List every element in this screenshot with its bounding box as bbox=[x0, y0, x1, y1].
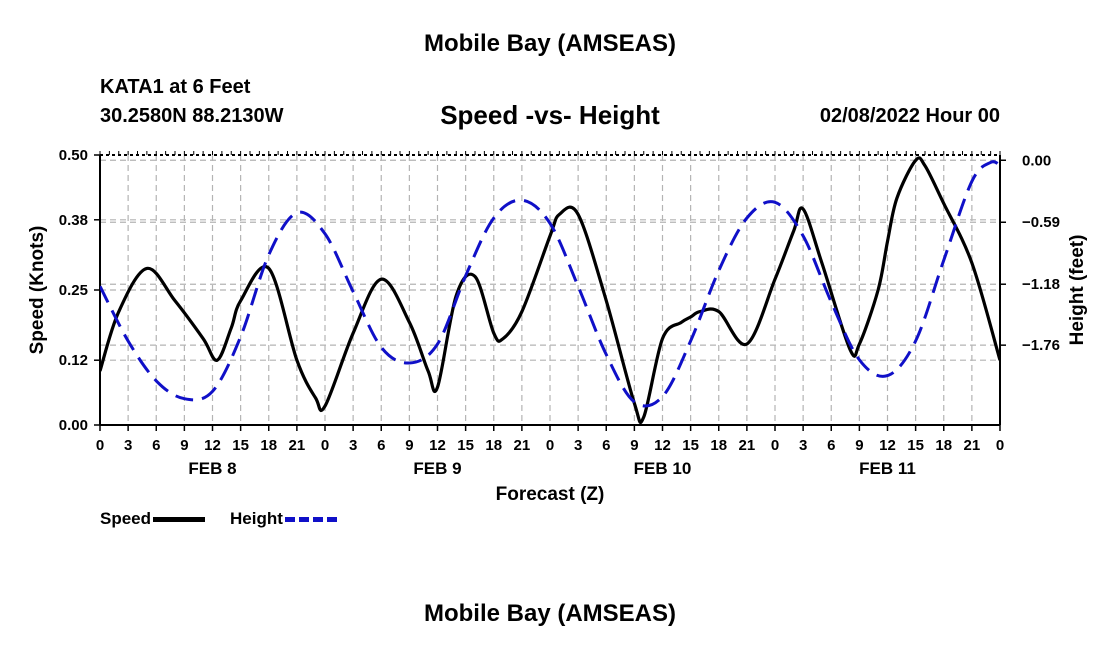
x-tick-label: 6 bbox=[377, 437, 385, 454]
x-tick-label: 3 bbox=[574, 437, 582, 454]
legend-speed: Speed bbox=[100, 509, 206, 529]
y-tick-label: 0.00 bbox=[59, 417, 88, 434]
y2-tick-label: −1.76 bbox=[1022, 337, 1060, 354]
x-tick-label: 18 bbox=[260, 437, 277, 454]
x-tick-label: 12 bbox=[879, 437, 896, 454]
legend-speed-swatch bbox=[153, 516, 206, 522]
x-tick-label: 9 bbox=[180, 437, 188, 454]
y2-axis-title: Height (feet) bbox=[1067, 235, 1088, 346]
x-tick-label: 0 bbox=[546, 437, 554, 454]
forecast-datetime: 02/08/2022 Hour 00 bbox=[819, 105, 1000, 127]
x-tick-label: 0 bbox=[321, 437, 329, 454]
legend-height-swatch bbox=[284, 516, 337, 522]
y-tick-label: 0.12 bbox=[59, 352, 88, 369]
x-tick-label: 15 bbox=[907, 437, 924, 454]
y-tick-label: 0.25 bbox=[59, 282, 88, 299]
x-tick-label: 9 bbox=[405, 437, 413, 454]
x-tick-label: 6 bbox=[152, 437, 160, 454]
x-tick-label: 21 bbox=[739, 437, 756, 454]
y-tick-label: 0.50 bbox=[59, 147, 88, 164]
speed-series-line bbox=[100, 156, 1000, 425]
legend-speed-label: Speed bbox=[100, 509, 152, 528]
x-day-label: FEB 10 bbox=[634, 459, 692, 478]
legend-height-label: Height bbox=[230, 509, 283, 528]
x-tick-label: 21 bbox=[289, 437, 306, 454]
x-tick-label: 21 bbox=[514, 437, 531, 454]
x-tick-label: 3 bbox=[799, 437, 807, 454]
y2-tick-label: 0.00 bbox=[1022, 152, 1051, 169]
x-tick-label: 9 bbox=[630, 437, 638, 454]
coordinates-label: 30.2580N 88.2130W bbox=[100, 105, 284, 127]
x-tick-label: 6 bbox=[827, 437, 835, 454]
x-tick-label: 21 bbox=[964, 437, 981, 454]
legend-height: Height bbox=[230, 509, 337, 529]
x-day-label: FEB 11 bbox=[859, 459, 916, 478]
x-tick-label: 0 bbox=[96, 437, 104, 454]
x-tick-label: 12 bbox=[204, 437, 221, 454]
x-tick-label: 9 bbox=[855, 437, 863, 454]
x-day-label: FEB 9 bbox=[413, 459, 461, 478]
y-tick-label: 0.38 bbox=[59, 212, 88, 229]
y-axis-title: Speed (Knots) bbox=[27, 226, 48, 355]
x-tick-label: 6 bbox=[602, 437, 610, 454]
x-tick-label: 15 bbox=[232, 437, 249, 454]
x-tick-label: 18 bbox=[935, 437, 952, 454]
x-tick-label: 3 bbox=[349, 437, 357, 454]
x-tick-label: 3 bbox=[124, 437, 132, 454]
x-tick-label: 15 bbox=[682, 437, 699, 454]
main-title: Mobile Bay (AMSEAS) bbox=[423, 30, 677, 57]
second-chart-title: Mobile Bay (AMSEAS) bbox=[423, 600, 677, 627]
x-tick-label: 18 bbox=[485, 437, 502, 454]
y2-tick-label: −0.59 bbox=[1022, 214, 1060, 231]
x-tick-label: 12 bbox=[654, 437, 671, 454]
x-tick-label: 0 bbox=[996, 437, 1004, 454]
x-tick-label: 12 bbox=[429, 437, 446, 454]
x-tick-label: 0 bbox=[771, 437, 779, 454]
x-axis-title: Forecast (Z) bbox=[496, 484, 605, 505]
station-label: KATA1 at 6 Feet bbox=[100, 76, 251, 98]
x-tick-label: 15 bbox=[457, 437, 474, 454]
x-day-label: FEB 8 bbox=[188, 459, 236, 478]
y2-tick-label: −1.18 bbox=[1022, 276, 1060, 293]
height-series-line bbox=[100, 160, 1000, 408]
x-tick-label: 18 bbox=[710, 437, 727, 454]
chart-title: Speed -vs- Height bbox=[440, 100, 660, 130]
